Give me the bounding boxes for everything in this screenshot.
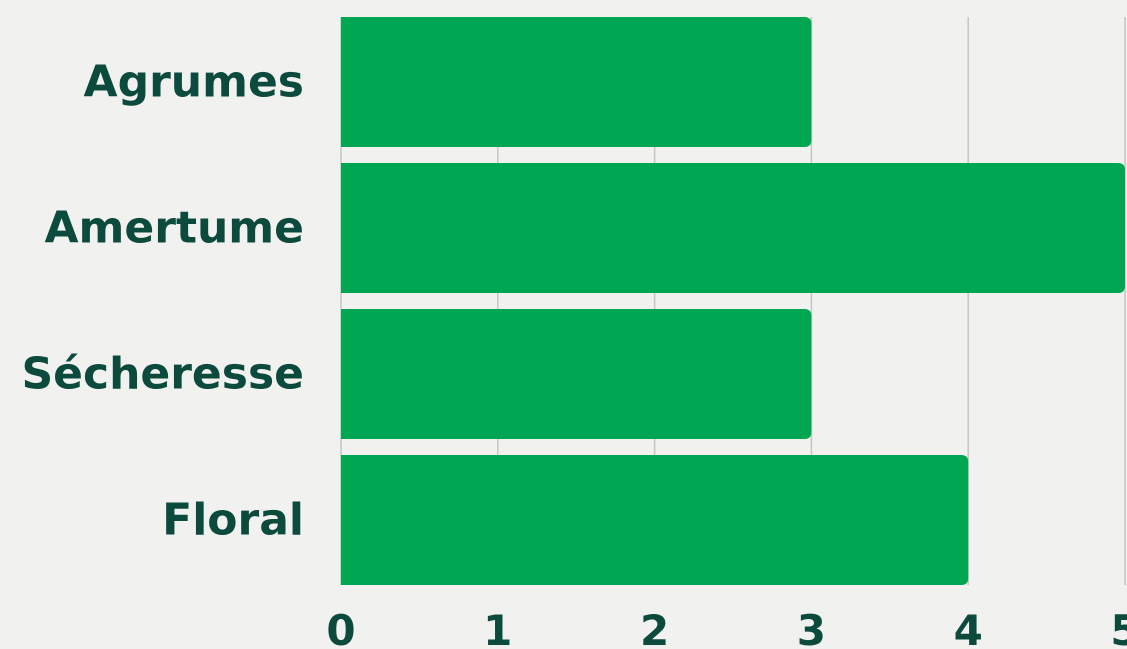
bar-amertume	[341, 163, 1125, 293]
bars	[341, 17, 1125, 585]
category-label-amertume: Amertume	[45, 203, 305, 254]
x-tick-label-5: 5	[1110, 606, 1127, 649]
x-tick-label-0: 0	[326, 606, 355, 649]
x-tick-label-2: 2	[640, 606, 669, 649]
x-tick-label-3: 3	[797, 606, 826, 649]
category-label-floral: Floral	[162, 495, 304, 546]
x-tick-label-4: 4	[954, 606, 983, 649]
category-label-sécheresse: Sécheresse	[21, 349, 304, 400]
bar-floral	[341, 455, 969, 585]
x-axis-tick-labels: 0 1 2 3 4 5	[326, 606, 1127, 649]
bar-agrumes	[341, 17, 812, 147]
bar-sécheresse	[341, 309, 812, 439]
category-label-agrumes: Agrumes	[84, 57, 304, 108]
category-labels: Agrumes Amertume Sécheresse Floral	[21, 57, 304, 546]
x-tick-label-1: 1	[483, 606, 512, 649]
